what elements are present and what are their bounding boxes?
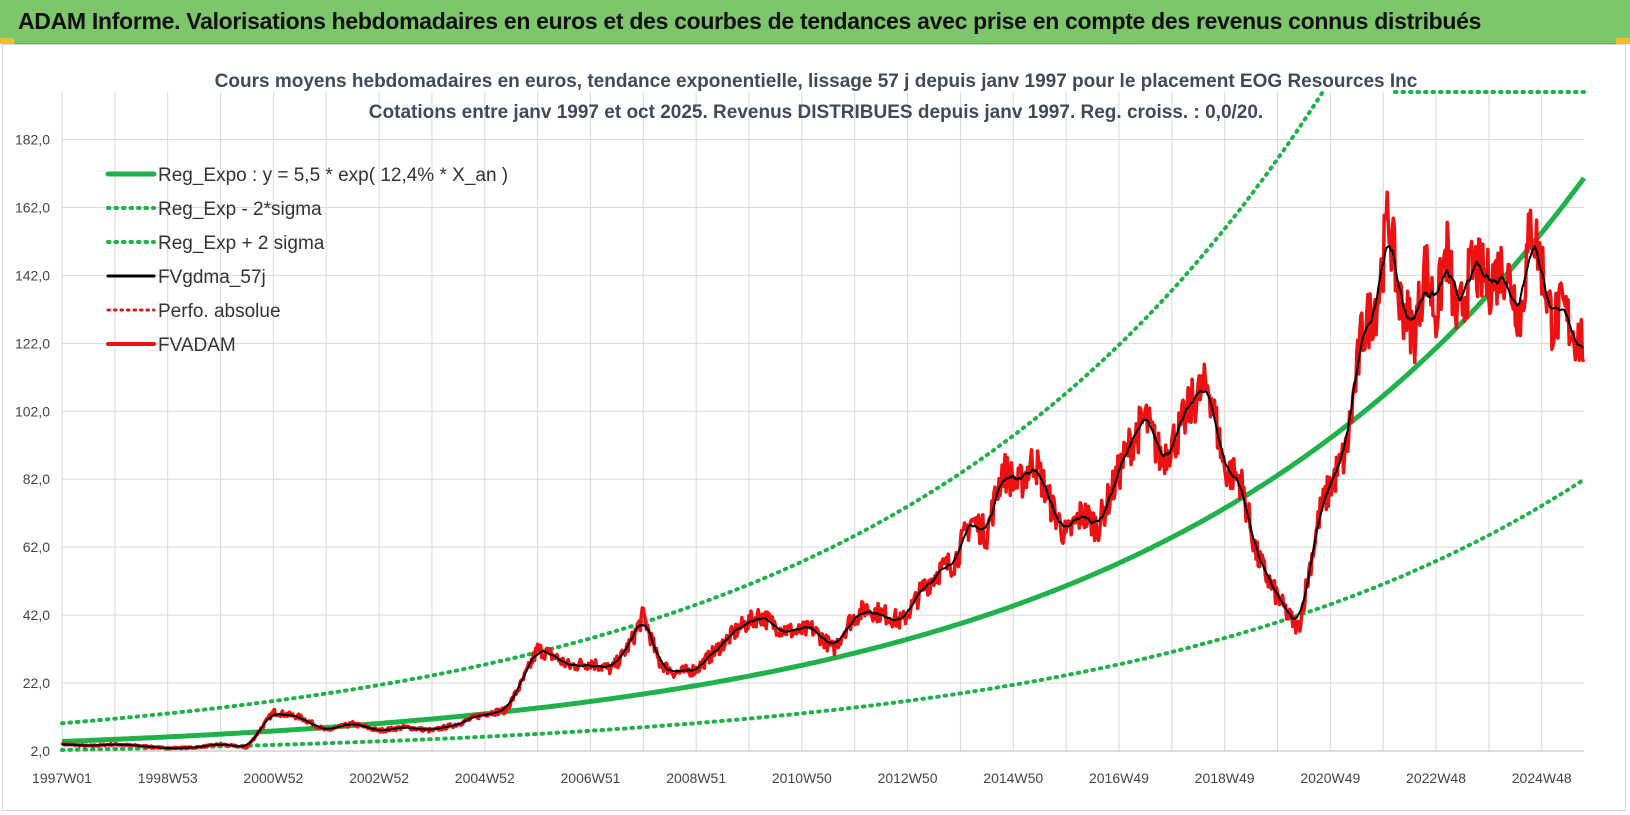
y-tick-label: 2,0 xyxy=(31,743,51,759)
legend-reg-minus-2sigma: Reg_Exp - 2*sigma xyxy=(106,199,322,220)
series-layer xyxy=(60,90,1587,752)
y-axis: 2,0 22,0 42,0 62,0 82,0 102,0 122,0 142,0 162,0 1… xyxy=(15,132,50,759)
x-tick-label: 2008W51 xyxy=(666,770,726,786)
chart-frame xyxy=(2,44,1626,811)
x-tick-label: 1998W53 xyxy=(138,770,198,786)
x-tick-label: 2000W52 xyxy=(243,770,303,786)
legend-reg-expo: Reg_Expo : y = 5,5 * exp( 12,4% * X_an ) xyxy=(105,165,508,186)
grid xyxy=(61,92,1584,752)
legend-label: Reg_Exp - 2*sigma xyxy=(158,199,322,220)
x-tick-label: 1997W01 xyxy=(32,770,92,786)
series-fvgdma-57j xyxy=(62,245,1584,750)
y-tick-label: 122,0 xyxy=(15,335,50,351)
chart-subtitle: Cotations entre janv 1997 et oct 2025. R… xyxy=(369,102,1263,123)
legend-label: FVgdma_57j xyxy=(158,267,266,288)
y-tick-label: 62,0 xyxy=(23,539,50,555)
series-reg-expo xyxy=(61,176,1587,744)
legend-label: Perfo. absolue xyxy=(158,301,281,322)
x-tick-label: 2018W49 xyxy=(1195,770,1255,786)
series-reg-minus-2sigma xyxy=(60,477,1586,752)
chart-title: Cours moyens hebdomadaires en euros, ten… xyxy=(215,71,1418,92)
y-tick-label: 102,0 xyxy=(15,403,50,419)
x-tick-label: 2010W50 xyxy=(772,770,832,786)
x-tick-label: 2020W49 xyxy=(1300,770,1360,786)
legend-label: Reg_Expo : y = 5,5 * exp( 12,4% * X_an ) xyxy=(158,165,508,186)
y-tick-label: 82,0 xyxy=(23,471,50,487)
x-tick-label: 2006W51 xyxy=(561,770,621,786)
legend-label: FVADAM xyxy=(158,335,236,356)
legend-fvgdma-57j: FVgdma_57j xyxy=(106,267,266,288)
legend-perfo-absolue: Perfo. absolue xyxy=(106,301,281,322)
x-tick-label: 2012W50 xyxy=(878,770,938,786)
x-tick-label: 2004W52 xyxy=(455,770,515,786)
banner: ADAM Informe. Valorisations hebdomadaire… xyxy=(0,0,1630,44)
x-tick-label: 2002W52 xyxy=(349,770,409,786)
series-reg-plus-2sigma xyxy=(60,90,1325,726)
corner-accent-left xyxy=(0,38,14,44)
legend: Reg_Expo : y = 5,5 * exp( 12,4% * X_an )… xyxy=(105,165,508,356)
banner-title: ADAM Informe. Valorisations hebdomadaire… xyxy=(18,8,1482,34)
legend-label: Reg_Exp + 2 sigma xyxy=(158,233,325,254)
y-tick-label: 42,0 xyxy=(23,607,50,623)
y-tick-label: 22,0 xyxy=(23,675,50,691)
y-tick-label: 162,0 xyxy=(15,199,50,215)
y-tick-label: 182,0 xyxy=(15,132,50,148)
x-tick-label: 2016W49 xyxy=(1089,770,1149,786)
x-tick-label: 2022W48 xyxy=(1406,770,1466,786)
x-tick-label: 2014W50 xyxy=(983,770,1043,786)
x-axis: 1997W01 1998W53 2000W52 2002W52 2004W52 2006W… xyxy=(32,770,1572,786)
legend-fvadam: FVADAM xyxy=(106,335,236,356)
x-tick-label: 2024W48 xyxy=(1512,770,1572,786)
corner-accent-right xyxy=(1616,38,1630,44)
legend-reg-plus-2sigma: Reg_Exp + 2 sigma xyxy=(106,233,325,254)
y-tick-label: 142,0 xyxy=(15,267,50,283)
